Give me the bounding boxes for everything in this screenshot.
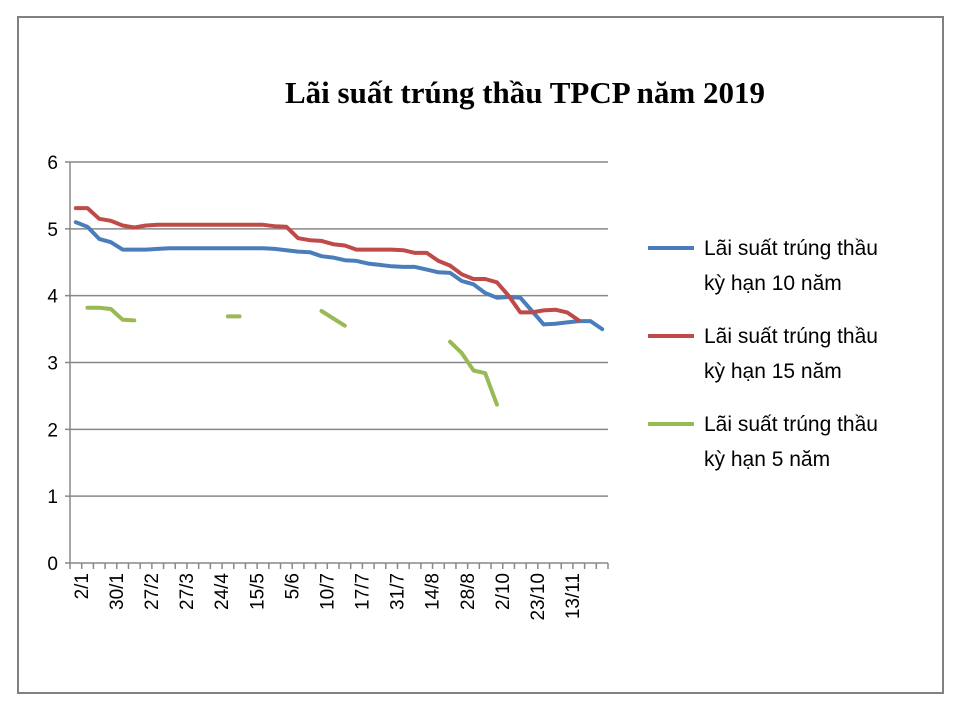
- x-tick-label: 27/3: [177, 573, 198, 610]
- series-line-1: [73, 220, 605, 332]
- legend-label-line: Lãi suất trúng thầu: [704, 325, 878, 348]
- legend-label-line: kỳ hạn 10 năm: [704, 272, 842, 295]
- x-tick-label: 13/11: [563, 573, 584, 619]
- y-tick-label: 1: [47, 487, 58, 508]
- x-tick-label: 27/2: [142, 573, 163, 610]
- x-tick-label: 30/1: [107, 573, 128, 610]
- x-tick-label: 15/5: [247, 573, 268, 610]
- y-tick-label: 3: [47, 354, 58, 375]
- series-line-3: [448, 339, 499, 407]
- legend-label: Lãi suất trúng thầu kỳ hạn 5 năm: [704, 413, 878, 471]
- x-tick-label: 2/10: [493, 573, 514, 610]
- legend-label: Lãi suất trúng thầu kỳ hạn 15 năm: [704, 325, 878, 383]
- y-tick-label: 4: [47, 287, 58, 308]
- legend-label-line: kỳ hạn 15 năm: [704, 360, 842, 383]
- x-tick-label: 24/4: [212, 573, 233, 610]
- legend-label: Lãi suất trúng thầu kỳ hạn 10 năm: [704, 237, 878, 295]
- legend-label-line: Lãi suất trúng thầu: [704, 413, 878, 436]
- legend-label-line: kỳ hạn 5 năm: [704, 448, 830, 471]
- series-line-2: [73, 206, 581, 323]
- legend-label-line: Lãi suất trúng thầu: [704, 237, 878, 260]
- x-tick-label: 23/10: [528, 573, 549, 621]
- series-line-3: [319, 309, 347, 328]
- x-tick-label: 2/1: [72, 573, 93, 599]
- x-tick-label: 5/6: [282, 573, 303, 599]
- y-tick-label: 6: [47, 153, 58, 174]
- chart-title: Lãi suất trúng thầu TPCP năm 2019: [285, 75, 765, 110]
- y-tick-label: 2: [47, 420, 58, 441]
- x-tick-label: 10/7: [317, 573, 338, 610]
- y-tick-label: 5: [47, 220, 58, 241]
- series-line-3: [85, 305, 137, 323]
- x-tick-label: 31/7: [388, 573, 409, 610]
- x-tick-label: 14/8: [423, 573, 444, 610]
- x-tick-label: 17/7: [353, 573, 374, 610]
- y-tick-label: 0: [47, 554, 58, 575]
- x-tick-label: 28/8: [458, 573, 479, 610]
- chart-frame: [17, 16, 944, 694]
